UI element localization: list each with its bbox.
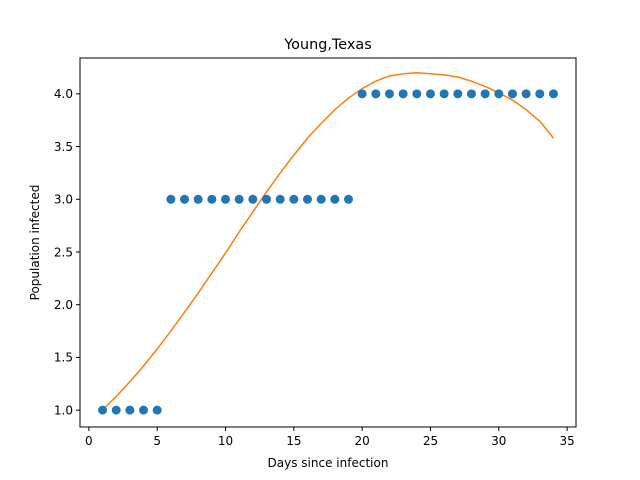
data-point xyxy=(275,194,285,204)
data-point xyxy=(152,405,162,415)
data-point xyxy=(289,194,299,204)
data-point xyxy=(425,89,435,99)
data-point xyxy=(412,89,422,99)
x-tick-label: 15 xyxy=(286,434,301,448)
data-point xyxy=(262,194,272,204)
data-point xyxy=(180,194,190,204)
x-axis-label: Days since infection xyxy=(268,456,389,470)
y-tick-label: 3.5 xyxy=(54,140,73,154)
data-point xyxy=(548,89,558,99)
fit-line xyxy=(102,72,555,411)
data-point xyxy=(439,89,449,99)
data-point xyxy=(303,194,312,204)
data-point xyxy=(480,89,490,99)
data-point xyxy=(193,194,203,204)
data-point xyxy=(384,89,394,99)
plot-area xyxy=(98,72,558,415)
y-axis-ticks: 1.0 1.5 2.0 2.5 3.0 3.5 4.0 xyxy=(54,87,80,417)
y-tick-label: 2.5 xyxy=(54,245,73,259)
data-point xyxy=(98,405,108,415)
y-tick-label: 4.0 xyxy=(54,87,73,101)
data-point xyxy=(398,89,408,99)
data-point xyxy=(221,194,231,204)
x-tick-label: 35 xyxy=(559,434,574,448)
x-tick-label: 30 xyxy=(491,434,506,448)
x-tick-label: 0 xyxy=(85,434,93,448)
data-point xyxy=(357,89,367,99)
x-tick-label: 5 xyxy=(153,434,161,448)
y-axis-label: Population infected xyxy=(28,185,42,301)
data-point xyxy=(316,194,326,204)
y-tick-label: 3.0 xyxy=(54,193,73,207)
data-point xyxy=(507,89,517,99)
data-point xyxy=(344,194,353,204)
x-tick-label: 25 xyxy=(423,434,438,448)
data-point xyxy=(466,89,476,99)
x-axis-ticks: 0 5 10 15 20 25 30 35 xyxy=(85,427,575,448)
chart-title: Young,Texas xyxy=(283,37,371,53)
data-point xyxy=(371,89,381,99)
data-point xyxy=(494,89,504,99)
data-point xyxy=(139,405,149,415)
data-point xyxy=(111,405,121,415)
data-point xyxy=(125,405,135,415)
y-tick-label: 1.0 xyxy=(54,403,73,417)
data-point xyxy=(453,89,463,99)
data-point xyxy=(330,194,340,204)
y-tick-label: 1.5 xyxy=(54,351,73,365)
data-point xyxy=(248,194,258,204)
data-point xyxy=(535,89,545,99)
data-point xyxy=(234,194,244,204)
x-tick-label: 10 xyxy=(218,434,233,448)
data-point xyxy=(521,89,531,99)
data-point xyxy=(207,194,217,204)
y-tick-label: 2.0 xyxy=(54,298,73,312)
axes-frame xyxy=(79,57,577,428)
data-point xyxy=(166,194,176,204)
x-tick-label: 20 xyxy=(355,434,370,448)
